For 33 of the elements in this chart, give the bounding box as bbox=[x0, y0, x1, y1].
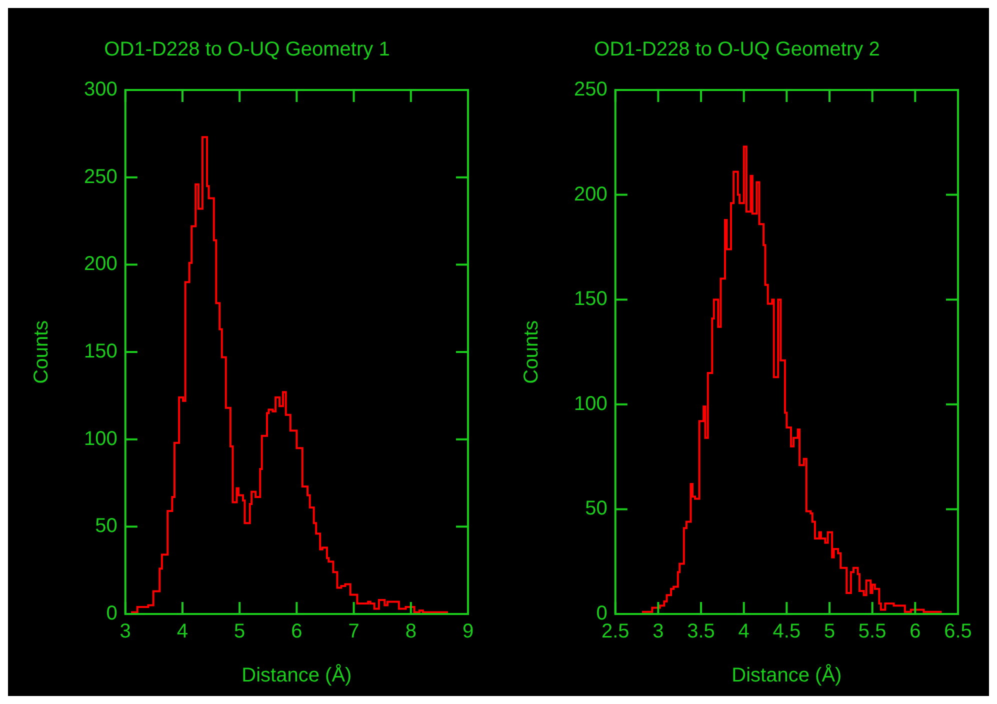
y-tick-label: 100 bbox=[84, 428, 118, 450]
x-tick-label: 5 bbox=[824, 620, 836, 643]
x-tick-label: 6 bbox=[291, 620, 302, 643]
y-axis-title: Counts bbox=[30, 320, 53, 384]
y-tick-label: 250 bbox=[574, 78, 608, 101]
x-axis-title: Distance (Å) bbox=[732, 664, 842, 687]
y-tick-label: 300 bbox=[84, 78, 118, 101]
x-tick-label: 4.5 bbox=[772, 620, 801, 643]
x-tick-label: 3 bbox=[120, 620, 131, 643]
y-tick-label: 150 bbox=[84, 340, 118, 363]
x-tick-label: 3 bbox=[652, 620, 664, 643]
y-tick-label: 100 bbox=[574, 392, 608, 415]
y-tick-label: 250 bbox=[84, 166, 118, 188]
y-tick-label: 0 bbox=[106, 602, 118, 625]
x-tick-label: 5 bbox=[234, 620, 246, 643]
chart-title: OD1-D228 to O-UQ Geometry 1 bbox=[104, 38, 390, 61]
y-tick-label: 200 bbox=[574, 183, 608, 206]
x-tick-label: 3.5 bbox=[687, 620, 715, 643]
x-tick-label: 9 bbox=[462, 620, 474, 643]
x-tick-label: 4 bbox=[738, 620, 750, 643]
y-tick-label: 50 bbox=[585, 498, 608, 520]
x-tick-label: 5.5 bbox=[858, 620, 886, 643]
y-tick-label: 50 bbox=[95, 515, 118, 538]
x-tick-label: 7 bbox=[348, 620, 360, 643]
chart-title: OD1-D228 to O-UQ Geometry 2 bbox=[594, 38, 880, 61]
x-tick-label: 4 bbox=[176, 620, 188, 643]
x-tick-label: 8 bbox=[405, 620, 416, 643]
y-tick-label: 200 bbox=[84, 253, 118, 276]
y-axis-title: Counts bbox=[520, 320, 543, 384]
x-tick-label: 6 bbox=[910, 620, 921, 643]
x-axis-title: Distance (Å) bbox=[242, 664, 352, 687]
x-tick-label: 6.5 bbox=[944, 620, 972, 643]
y-tick-label: 150 bbox=[574, 288, 608, 310]
